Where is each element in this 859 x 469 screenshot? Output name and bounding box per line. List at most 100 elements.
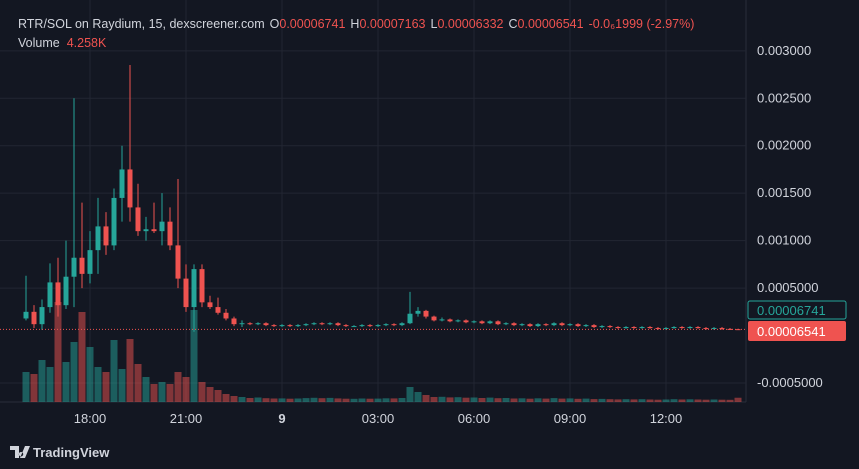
volume-bar — [454, 397, 462, 402]
candle-body — [495, 321, 501, 325]
volume-value: 4.258K — [67, 36, 107, 50]
candle-body — [279, 325, 285, 327]
volume-bar — [198, 382, 206, 402]
candle-body — [119, 169, 125, 198]
volume-bar — [94, 367, 102, 402]
volume-bar — [166, 384, 174, 402]
volume-bar — [686, 399, 694, 402]
volume-bar — [286, 398, 294, 402]
candle-body — [503, 323, 509, 325]
x-tick-label: 03:00 — [362, 411, 395, 426]
candle-body — [95, 226, 101, 251]
y-tick-label: 0.002500 — [757, 90, 811, 105]
candle-body — [391, 324, 397, 326]
volume-bar — [710, 399, 718, 402]
candle-body — [351, 326, 357, 328]
x-tick-label: 12:00 — [650, 411, 683, 426]
volume-bar — [438, 396, 446, 402]
candle-body — [399, 323, 405, 326]
candle-body — [127, 169, 133, 208]
volume-bar — [510, 398, 518, 402]
x-tick-label: 09:00 — [554, 411, 587, 426]
volume-bar — [606, 399, 614, 402]
volume-name: Volume — [18, 36, 60, 50]
candle-body — [511, 323, 517, 326]
candle-body — [23, 311, 29, 319]
volume-bar — [374, 398, 382, 402]
volume-bar — [214, 390, 222, 402]
volume-bar — [590, 399, 598, 402]
candle-body — [159, 221, 165, 232]
volume-bar — [262, 398, 270, 402]
ohlc-value: 0.00006741 — [279, 17, 345, 31]
header: RTR/SOL on Raydium, 15, dexscreener.com O… — [18, 17, 694, 50]
volume-bar — [150, 384, 158, 402]
candle-body — [703, 327, 709, 329]
ohlc-key: O — [270, 17, 280, 31]
candle-body — [407, 313, 413, 324]
candle-body — [479, 321, 485, 324]
volume-bar — [142, 377, 150, 402]
volume-bar — [278, 398, 286, 402]
candle-body — [471, 321, 477, 323]
volume-bar — [558, 398, 566, 402]
candle-body — [111, 197, 117, 246]
volume-bar — [358, 398, 366, 402]
x-tick-label: 9 — [278, 411, 285, 426]
volume-bar — [230, 396, 238, 402]
volume-bar — [518, 398, 526, 402]
volume-bar — [174, 372, 182, 402]
candle-body — [223, 312, 229, 319]
candle-body — [415, 310, 421, 314]
candle-body — [263, 323, 269, 326]
volume-bar — [78, 312, 86, 402]
volume-bar — [86, 347, 94, 402]
candle-body — [543, 324, 549, 326]
candle-body — [343, 325, 349, 327]
candle-body — [559, 323, 565, 326]
volume-bar — [462, 397, 470, 402]
volume-bar — [382, 398, 390, 402]
volume-bar — [734, 397, 742, 402]
volume-bar — [62, 362, 70, 402]
volume-bar — [478, 398, 486, 402]
candle-body — [423, 310, 429, 317]
candle-body — [663, 327, 669, 329]
axes: 0.003000 0.002500 0.002000 0.001500 0.001000… — [74, 43, 847, 426]
last-price-label: 0.00006541 — [757, 324, 826, 339]
volume-bar — [270, 398, 278, 402]
candle-body — [519, 324, 525, 326]
candle-body — [535, 324, 541, 327]
volume-bar — [406, 387, 414, 402]
open-price-label: 0.00006741 — [757, 303, 826, 318]
volume-bar — [430, 397, 438, 402]
volume-bar — [54, 302, 62, 402]
candle-body — [679, 327, 685, 329]
y-tick-label: 0.001500 — [757, 185, 811, 200]
volume-bar — [678, 399, 686, 402]
volume-bar — [294, 398, 302, 402]
candle-body — [383, 324, 389, 326]
candle-body — [327, 323, 333, 325]
candle-body — [455, 320, 461, 322]
volume-bar — [134, 364, 142, 402]
volume-bar — [574, 398, 582, 402]
volume-bar — [334, 398, 342, 402]
candle-body — [447, 319, 453, 322]
candle-body — [367, 325, 373, 327]
candle-body — [311, 323, 317, 325]
volume-bar — [550, 398, 558, 402]
volume-bar — [534, 398, 542, 402]
volume-bar — [190, 310, 198, 402]
candle-body — [551, 323, 557, 326]
volume-bar — [46, 367, 54, 402]
volume-bar — [110, 340, 118, 402]
volume-bar — [326, 397, 334, 402]
volume-bar — [446, 397, 454, 402]
candle-body — [719, 327, 725, 329]
open-price-box — [747, 300, 847, 320]
candle-body — [215, 307, 221, 313]
volume-bar — [622, 399, 630, 402]
volume-bar — [670, 399, 678, 402]
